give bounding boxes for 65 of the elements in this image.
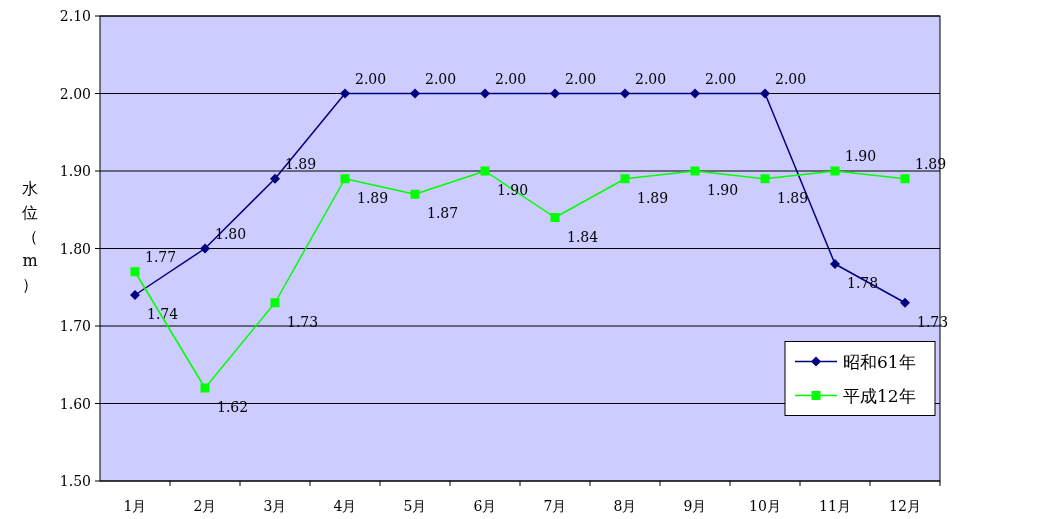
x-tick-label: 3月 (263, 498, 287, 514)
point (270, 298, 280, 308)
data-label: 1.89 (915, 155, 947, 172)
x-tick-label: 7月 (543, 498, 567, 514)
point (900, 174, 910, 184)
point (200, 243, 210, 254)
x-tick-label: 1月 (123, 498, 147, 514)
data-label: 1.89 (357, 189, 389, 206)
point (200, 383, 210, 393)
point (480, 166, 490, 176)
point (480, 88, 490, 99)
data-label: 2.00 (495, 70, 527, 87)
x-tick-label: 5月 (403, 498, 427, 514)
data-label: 2.00 (775, 70, 807, 87)
data-label: 1.89 (777, 189, 809, 206)
point (270, 173, 280, 184)
point (760, 174, 770, 184)
x-tick-label: 8月 (613, 498, 637, 514)
y-tick-label: 1.50 (59, 473, 91, 489)
point (690, 166, 700, 176)
data-label: 2.00 (565, 70, 597, 87)
x-tick-label: 12月 (889, 498, 921, 514)
legend-label: 昭和61年 (843, 351, 916, 372)
data-label: 1.73 (287, 313, 319, 330)
x-tick-label: 2月 (193, 498, 217, 514)
y-tick-label: 1.80 (59, 240, 91, 257)
data-label: 1.89 (285, 155, 317, 172)
point (830, 259, 840, 269)
point (550, 213, 560, 222)
point (620, 88, 630, 99)
point (690, 88, 700, 99)
point (550, 88, 560, 99)
data-label: 1.90 (707, 182, 739, 198)
x-tick-label: 4月 (333, 498, 357, 514)
y-tick-label: 2.10 (59, 8, 91, 24)
point (340, 88, 350, 99)
data-label: 2.00 (355, 70, 387, 87)
data-label: 1.84 (567, 228, 599, 245)
point (830, 166, 840, 176)
y-tick-label: 2.00 (59, 85, 91, 102)
data-label: 1.87 (427, 205, 459, 222)
y-axis-title: 水位（m） (22, 178, 38, 294)
point (760, 88, 770, 99)
point (130, 290, 140, 300)
y-tick-label: 1.70 (59, 318, 91, 334)
point (410, 189, 420, 199)
data-label: 1.73 (917, 313, 949, 330)
point (130, 267, 140, 277)
x-tick-label: 6月 (473, 498, 497, 514)
y-tick-label: 1.60 (59, 395, 91, 412)
data-label: 1.77 (145, 248, 177, 265)
data-label: 2.00 (635, 70, 667, 87)
point (340, 174, 350, 184)
y-tick-label: 1.90 (59, 163, 91, 179)
data-label: 2.00 (425, 70, 457, 87)
data-label: 1.90 (845, 148, 877, 164)
x-tick-label: 11月 (819, 498, 851, 514)
data-label: 1.89 (637, 189, 669, 206)
point (900, 297, 910, 308)
x-tick-label: 10月 (749, 498, 781, 514)
legend-label: 平成12年 (843, 385, 916, 406)
x-tick-label: 9月 (683, 498, 707, 514)
point (620, 174, 630, 184)
point (410, 88, 420, 99)
data-label: 2.00 (705, 70, 737, 87)
